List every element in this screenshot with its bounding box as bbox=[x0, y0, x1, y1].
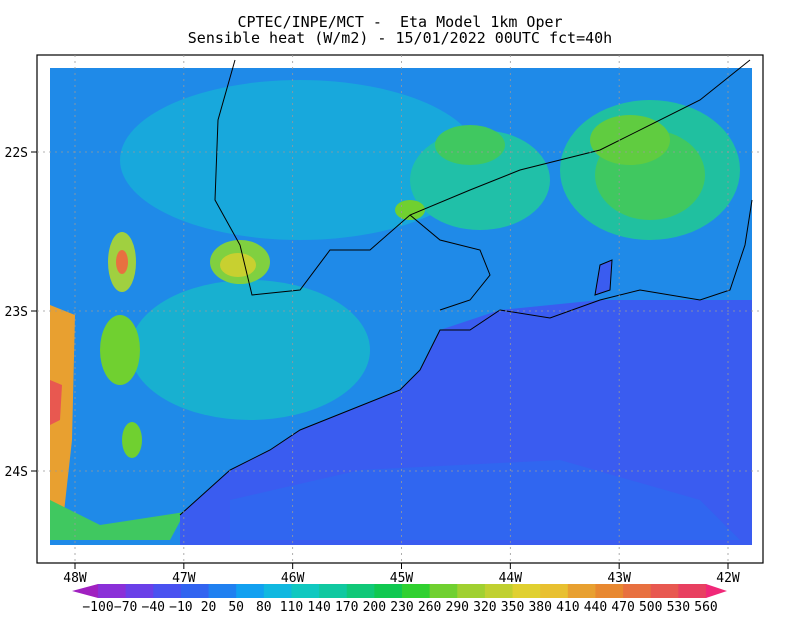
colorbar-swatch bbox=[623, 584, 652, 598]
colorbar-swatch bbox=[402, 584, 431, 598]
colorbar-swatch bbox=[484, 584, 514, 598]
colorbar-label: −10 bbox=[169, 600, 192, 615]
graticule: 22S 23S 24S 48W 47W 46W 45W 44W 43W 42W bbox=[5, 55, 763, 586]
colorbar-label: 110 bbox=[280, 600, 303, 615]
colorbar-swatch bbox=[540, 584, 569, 598]
lon-label: 46W bbox=[281, 571, 305, 586]
lat-label: 22S bbox=[5, 146, 28, 161]
lon-label: 45W bbox=[390, 571, 414, 586]
lon-label: 48W bbox=[63, 571, 87, 586]
colorbar-swatch bbox=[678, 584, 707, 598]
colorbar-label: 230 bbox=[390, 600, 413, 615]
colorbar-label: 560 bbox=[694, 600, 717, 615]
colorbar-label: 410 bbox=[556, 600, 579, 615]
colorbar-arrow bbox=[72, 584, 98, 598]
colorbar-swatch bbox=[346, 584, 375, 598]
colorbar-label: 320 bbox=[473, 600, 496, 615]
colorbar-swatch bbox=[429, 584, 458, 598]
colorbar-label: 290 bbox=[446, 600, 469, 615]
colorbar-label: 500 bbox=[639, 600, 662, 615]
colorbar-swatch bbox=[180, 584, 210, 598]
subtitle: Sensible heat (W/m2) - 15/01/2022 00UTC … bbox=[188, 29, 612, 47]
colorbar-swatch bbox=[153, 584, 182, 598]
colorbar-swatch bbox=[98, 584, 127, 598]
colorbar-label: 170 bbox=[335, 600, 358, 615]
colorbar: −100 −70 −40 −10 20 50 80 110 140 170 200 230 260 290… bbox=[72, 584, 727, 615]
map-frame bbox=[36, 54, 764, 564]
lon-label: 44W bbox=[499, 571, 523, 586]
colorbar-label: −70 bbox=[114, 600, 137, 615]
colorbar-swatch bbox=[125, 584, 154, 598]
colorbar-label: 80 bbox=[256, 600, 272, 615]
colorbar-swatch bbox=[567, 584, 596, 598]
lon-label: 42W bbox=[716, 571, 740, 586]
colorbar-label: 470 bbox=[611, 600, 634, 615]
colorbar-swatch bbox=[236, 584, 265, 598]
colorbar-label: 260 bbox=[418, 600, 441, 615]
lat-label: 24S bbox=[5, 465, 28, 480]
lon-label: 43W bbox=[607, 571, 631, 586]
colorbar-label: 50 bbox=[228, 600, 244, 615]
colorbar-label: 200 bbox=[363, 600, 386, 615]
colorbar-label: −100 bbox=[82, 600, 113, 615]
colorbar-label: 20 bbox=[201, 600, 217, 615]
colorbar-swatch bbox=[595, 584, 624, 598]
colorbar-swatch bbox=[650, 584, 679, 598]
map-field bbox=[50, 59, 753, 545]
colorbar-swatch bbox=[263, 584, 292, 598]
colorbar-swatch bbox=[457, 584, 486, 598]
colorbar-label: 350 bbox=[501, 600, 524, 615]
colorbar-label: 440 bbox=[584, 600, 607, 615]
colorbar-label: 140 bbox=[307, 600, 330, 615]
colorbar-label: 530 bbox=[667, 600, 690, 615]
colorbar-swatch bbox=[291, 584, 320, 598]
colorbar-swatch bbox=[319, 584, 348, 598]
colorbar-swatch bbox=[512, 584, 541, 598]
colorbar-label: −40 bbox=[142, 600, 165, 615]
colorbar-swatch bbox=[374, 584, 403, 598]
colorbar-arrow bbox=[706, 584, 727, 598]
lat-label: 23S bbox=[5, 305, 28, 320]
colorbar-label: 380 bbox=[528, 600, 551, 615]
colorbar-swatch bbox=[208, 584, 237, 598]
title: CPTEC/INPE/MCT - Eta Model 1km Oper bbox=[237, 13, 562, 31]
lon-label: 47W bbox=[172, 571, 196, 586]
